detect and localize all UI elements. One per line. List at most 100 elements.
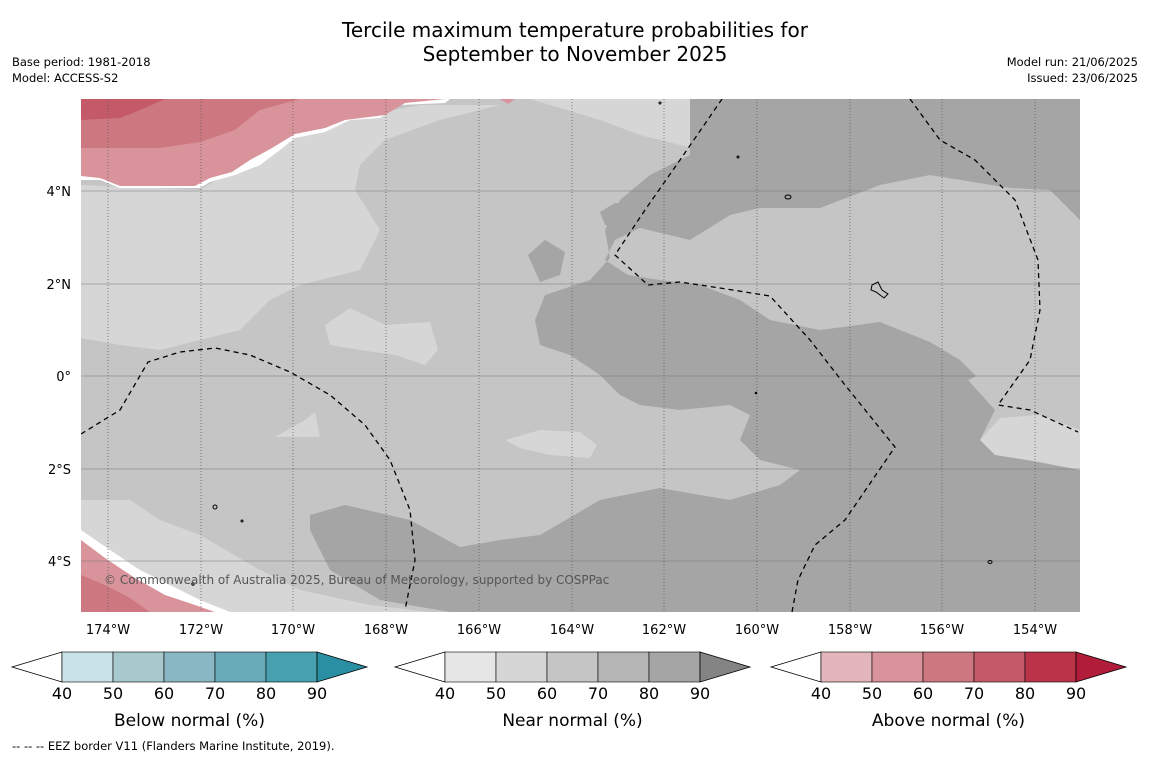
island-9 [754,391,758,395]
colorbar-tick-label: 90 [1066,684,1086,703]
meta-right: Model run: 21/06/2025 Issued: 23/06/2025 [1007,54,1138,86]
near-normal-50-60-region-central [325,308,438,365]
colorbar-segment [163,651,216,683]
near-normal-60-70-patch-edge [1068,305,1080,325]
colorbar-tick-label: 40 [52,684,72,703]
issued-text: Issued: 23/06/2025 [1027,71,1138,85]
colorbar-segment [648,651,701,683]
base-period-text: Base period: 1981-2018 [12,55,151,69]
near-normal-70-80-region [310,99,1080,612]
colorbar-segment [112,651,165,683]
model-run-text: Model run: 21/06/2025 [1006,55,1138,69]
colorbar-tick-label: 80 [639,684,659,703]
lon-tick-label: 156°W [920,623,964,638]
island-1 [784,194,792,200]
eez-border-west [81,347,416,611]
near-normal-50-60-region-southwest [81,500,430,612]
colorbar-tick-label: 60 [537,684,557,703]
lon-tick-label: 160°W [735,623,779,638]
meta-left: Base period: 1981-2018 Model: ACCESS-S2 [12,54,151,86]
colorbar-segment [61,651,114,683]
above-normal-sliver [500,99,515,104]
model-text: Model: ACCESS-S2 [12,71,119,85]
colorbar-near-normal: 40 50 60 70 80 90 Near normal (%) [393,651,752,731]
colorbar-tick-label: 60 [913,684,933,703]
island-3 [212,504,218,510]
colorbar-tick-label: 50 [486,684,506,703]
lon-tick-label: 172°W [179,623,223,638]
colorbar-segment [214,651,267,683]
colorbar-high-extension [1075,651,1128,683]
near-normal-50-60-patch-far-east [980,415,1080,470]
colorbar-segment [597,651,650,683]
map-title-line-1: Tercile maximum temperature probabilitie… [342,18,808,42]
colorbar-tick-label: 40 [435,684,455,703]
lat-tick-label: 2°N [47,278,72,293]
lon-tick-label: 170°W [271,623,315,638]
colorbar-segment [973,651,1026,683]
eez-borders [81,99,1079,612]
near-normal-50-60-region-north [81,99,720,150]
island-8 [191,582,195,586]
eez-border-east [909,99,1079,433]
lon-tick-label: 158°W [828,623,872,638]
map-plot-area: © Commonwealth of Australia 2025, Bureau… [81,99,1080,612]
colorbar-tick-label: 70 [964,684,984,703]
colorbar-segment [265,651,318,683]
eez-border-central [614,99,896,612]
colorbar-tick-label: 70 [205,684,225,703]
lon-tick-label: 166°W [457,623,501,638]
colorbar-tick-label: 80 [256,684,276,703]
longitude-tick-labels: 174°W 172°W 170°W 168°W 166°W 164°W 162°… [86,623,1057,638]
lat-tick-label: 2°S [48,463,71,478]
above-normal-70-80-region-north [81,99,165,120]
lon-tick-label: 154°W [1013,623,1057,638]
colorbar-tick-label: 50 [103,684,123,703]
map-figure: © Commonwealth of Australia 2025, Bureau… [10,99,1128,731]
colorbar-label: Near normal (%) [502,711,642,731]
lon-tick-label: 164°W [550,623,594,638]
island-6 [736,155,740,159]
colorbar-segment [1024,651,1077,683]
islands [191,101,993,586]
colorbar-tick-label: 80 [1015,684,1035,703]
near-normal-50-60-region-west [81,105,500,350]
lat-tick-label: 4°N [47,185,72,200]
colorbar-below-normal: 40 50 60 70 80 90 Below normal (%) [10,651,369,731]
colorbar-tick-label: 50 [862,684,882,703]
lon-tick-label: 174°W [86,623,130,638]
colorbar-high-extension [699,651,752,683]
colorbar-high-extension [316,651,369,683]
lat-tick-label: 0° [56,370,71,385]
colorbar-low-extension [393,651,446,683]
lon-tick-label: 168°W [364,623,408,638]
near-normal-50-60-region-equator [505,430,597,458]
colorbar-segment [871,651,924,683]
lon-tick-label: 162°W [642,623,686,638]
copyright-text: © Commonwealth of Australia 2025, Bureau… [104,573,609,587]
map-title: Tercile maximum temperature probabilitie… [0,18,1150,66]
colorbar-tick-label: 70 [588,684,608,703]
colorbar-label: Above normal (%) [872,711,1025,731]
colorbar-segment [495,651,548,683]
near-normal-70-80-region-small-2 [600,203,642,228]
colorbar-segment [922,651,975,683]
colorbar-low-extension [769,651,822,683]
colorbar-tick-label: 90 [690,684,710,703]
island-4 [987,560,993,564]
lat-tick-label: 4°S [48,555,71,570]
near-normal-50-60-region-small [275,412,320,437]
island-2 [870,281,889,299]
island-7 [240,519,244,523]
colorbar-above-normal: 40 50 60 70 80 90 Above normal (%) [769,651,1128,731]
colorbar-segment [546,651,599,683]
colorbar-segment [820,651,873,683]
colorbar-tick-label: 40 [811,684,831,703]
colorbar-low-extension [10,651,63,683]
colorbar-segment [444,651,497,683]
above-normal-60-70-region-south [81,575,150,612]
latitude-tick-labels: 4°N 2°N 0° 2°S 4°S [47,185,72,570]
map-title-line-2: September to November 2025 [422,42,728,66]
colorbar-label: Below normal (%) [114,711,265,731]
island-5 [658,101,662,105]
